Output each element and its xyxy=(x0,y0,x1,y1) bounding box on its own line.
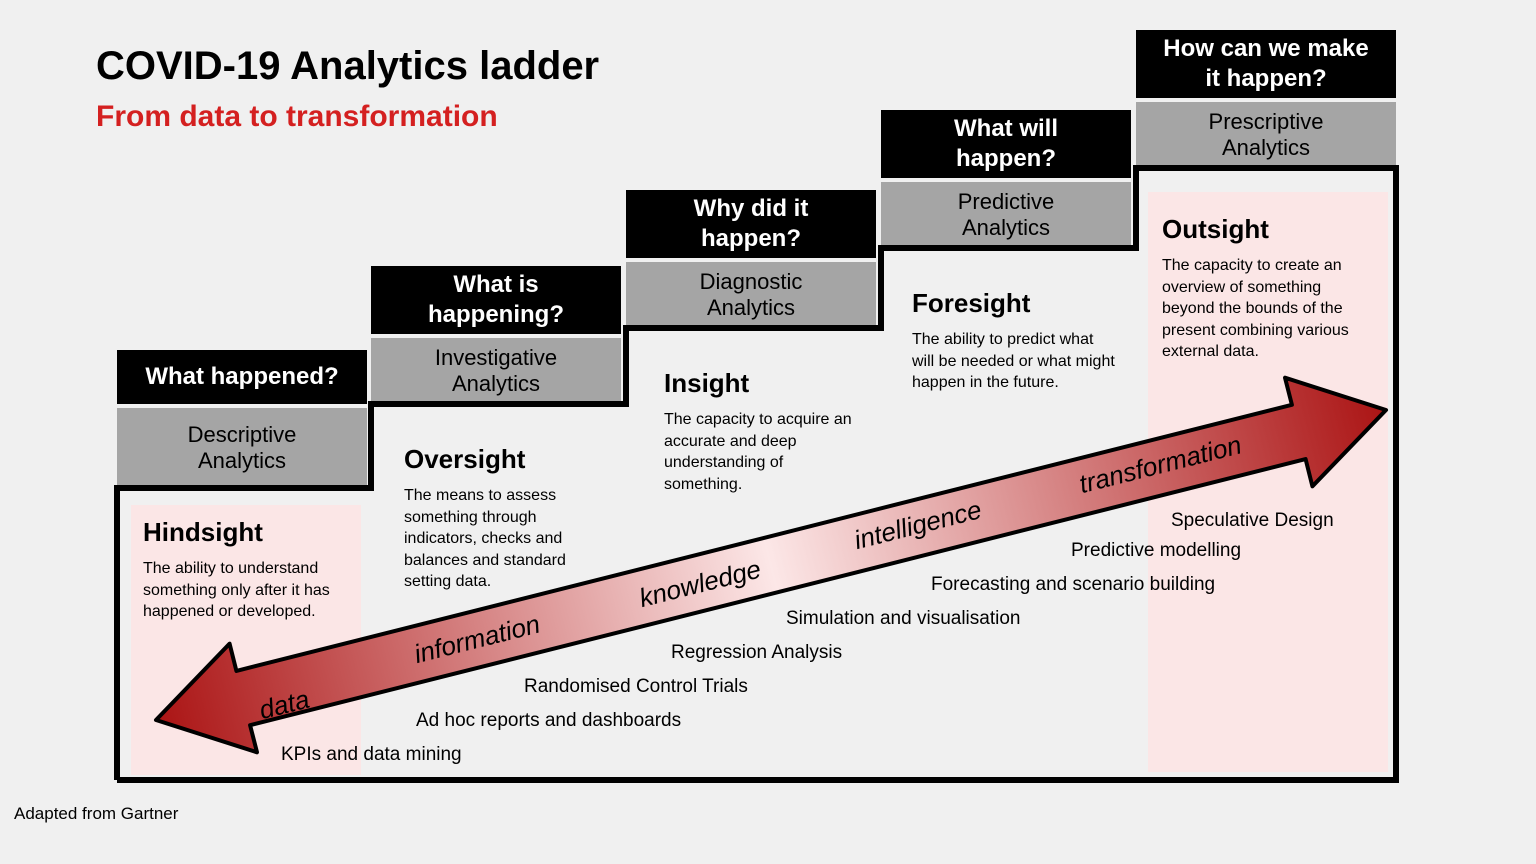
title-sub: From data to transformation xyxy=(96,100,498,134)
sight-title: Insight xyxy=(664,368,863,399)
sight-title: Foresight xyxy=(912,288,1116,319)
technique-0: KPIs and data mining xyxy=(281,744,462,766)
technique-1: Ad hoc reports and dashboards xyxy=(416,710,681,732)
sight-desc: The ability to understand something only… xyxy=(143,558,349,623)
sight-title: Outsight xyxy=(1162,214,1374,245)
step-question-3: What willhappen? xyxy=(881,110,1131,178)
step-question-4: How can we makeit happen? xyxy=(1136,30,1396,98)
sight-desc: The ability to predict what will be need… xyxy=(912,329,1116,394)
sight-desc: The means to assess something through in… xyxy=(404,485,603,593)
step-analytics-4: PrescriptiveAnalytics xyxy=(1136,102,1396,168)
technique-3: Regression Analysis xyxy=(671,642,842,664)
step-question-1: What ishappening? xyxy=(371,266,621,334)
sight-box-hindsight: Hindsight The ability to understand somet… xyxy=(131,505,361,775)
technique-5: Forecasting and scenario building xyxy=(931,574,1215,596)
step-analytics-1: InvestigativeAnalytics xyxy=(371,338,621,404)
step-analytics-3: PredictiveAnalytics xyxy=(881,182,1131,248)
arrow-label-2: knowledge xyxy=(636,554,764,614)
title-main: COVID-19 Analytics ladder xyxy=(96,44,599,89)
step-analytics-2: DiagnosticAnalytics xyxy=(626,262,876,328)
sight-box-oversight: Oversight The means to assess something t… xyxy=(396,432,611,607)
sight-box-outsight: Outsight The capacity to create an overvi… xyxy=(1148,192,1388,772)
diagram-canvas: COVID-19 Analytics ladder From data to t… xyxy=(96,20,1436,810)
sight-box-insight: Insight The capacity to acquire an accura… xyxy=(656,356,871,526)
sight-desc: The capacity to acquire an accurate and … xyxy=(664,409,863,495)
arrow-label-1: information xyxy=(411,609,543,670)
attribution: Adapted from Gartner xyxy=(14,804,178,824)
technique-4: Simulation and visualisation xyxy=(786,608,1020,630)
sight-title: Hindsight xyxy=(143,517,349,548)
technique-7: Speculative Design xyxy=(1171,510,1334,532)
sight-box-foresight: Foresight The ability to predict what wil… xyxy=(904,276,1124,446)
sight-desc: The capacity to create an overview of so… xyxy=(1162,255,1374,363)
sight-title: Oversight xyxy=(404,444,603,475)
technique-2: Randomised Control Trials xyxy=(524,676,748,698)
step-question-0: What happened? xyxy=(117,350,367,404)
technique-6: Predictive modelling xyxy=(1071,540,1241,562)
arrow-label-3: intelligence xyxy=(851,494,985,556)
step-analytics-0: DescriptiveAnalytics xyxy=(117,408,367,488)
step-question-2: Why did ithappen? xyxy=(626,190,876,258)
